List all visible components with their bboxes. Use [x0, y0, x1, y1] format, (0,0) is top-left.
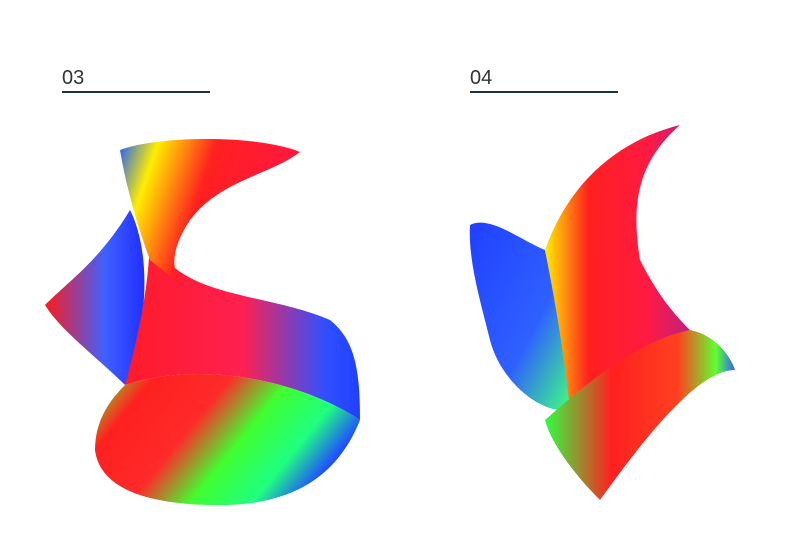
- panel-03: 03: [45, 67, 360, 505]
- surface: [469, 222, 570, 411]
- surface: [120, 138, 300, 300]
- panel-04: 04: [469, 67, 735, 500]
- surface: [545, 125, 690, 410]
- surface: [95, 373, 360, 505]
- surface: [545, 330, 735, 500]
- panel-label: 04: [470, 67, 492, 89]
- panel-label: 03: [62, 67, 84, 89]
- surface: [125, 230, 360, 420]
- surface: [45, 210, 145, 385]
